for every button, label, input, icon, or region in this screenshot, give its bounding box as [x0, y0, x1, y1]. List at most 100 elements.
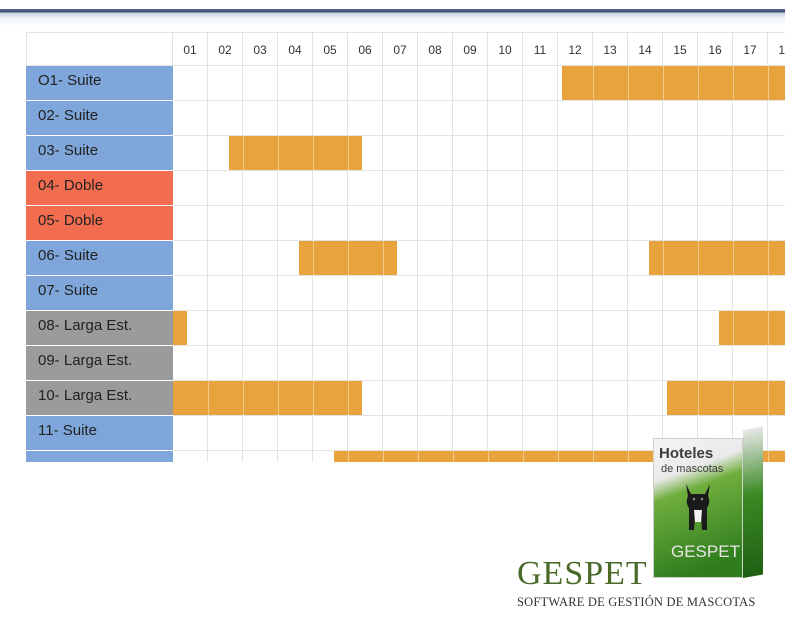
calendar-cell[interactable] [173, 101, 208, 136]
calendar-cell[interactable] [593, 101, 628, 136]
calendar-cell[interactable] [208, 66, 243, 101]
calendar-cell[interactable] [453, 136, 488, 171]
calendar-cell[interactable] [348, 346, 383, 381]
calendar-cell[interactable] [173, 311, 208, 346]
calendar-cell[interactable] [768, 311, 785, 346]
calendar-cell[interactable] [208, 451, 243, 462]
calendar-cell[interactable] [488, 171, 523, 206]
calendar-cell[interactable] [768, 241, 785, 276]
calendar-cell[interactable] [768, 66, 785, 101]
calendar-cell[interactable] [208, 101, 243, 136]
calendar-cell[interactable] [593, 136, 628, 171]
room-label[interactable]: 05- Doble [26, 206, 173, 241]
calendar-cell[interactable] [698, 206, 733, 241]
calendar-cell[interactable] [383, 206, 418, 241]
calendar-cell[interactable] [313, 311, 348, 346]
calendar-cell[interactable] [488, 416, 523, 451]
calendar-cell[interactable] [243, 451, 278, 462]
calendar-cell[interactable] [663, 276, 698, 311]
calendar-cell[interactable] [558, 136, 593, 171]
calendar-cell[interactable] [628, 171, 663, 206]
room-label[interactable]: 07- Suite [26, 276, 173, 311]
calendar-cell[interactable] [383, 136, 418, 171]
calendar-cell[interactable] [173, 451, 208, 462]
room-label[interactable]: 09- Larga Est. [26, 346, 173, 381]
calendar-cell[interactable] [768, 101, 785, 136]
calendar-cell[interactable] [663, 346, 698, 381]
calendar-cell[interactable] [628, 311, 663, 346]
calendar-cell[interactable] [593, 206, 628, 241]
calendar-cell[interactable] [523, 241, 558, 276]
calendar-cell[interactable] [208, 416, 243, 451]
calendar-cell[interactable] [313, 206, 348, 241]
calendar-cell[interactable] [418, 346, 453, 381]
calendar-cell[interactable] [523, 101, 558, 136]
calendar-cell[interactable] [453, 241, 488, 276]
calendar-cell[interactable] [208, 206, 243, 241]
calendar-cell[interactable] [733, 136, 768, 171]
calendar-cell[interactable] [208, 171, 243, 206]
calendar-cell[interactable] [733, 171, 768, 206]
calendar-cell[interactable] [733, 206, 768, 241]
calendar-cell[interactable] [453, 416, 488, 451]
calendar-cell[interactable] [348, 381, 383, 416]
calendar-cell[interactable] [698, 136, 733, 171]
calendar-cell[interactable] [173, 416, 208, 451]
calendar-cell[interactable] [733, 101, 768, 136]
calendar-cell[interactable] [523, 171, 558, 206]
booking-bar[interactable] [649, 241, 785, 275]
calendar-cell[interactable] [523, 136, 558, 171]
calendar-cell[interactable] [313, 171, 348, 206]
calendar-cell[interactable] [488, 136, 523, 171]
calendar-cell[interactable] [628, 276, 663, 311]
calendar-cell[interactable] [418, 311, 453, 346]
calendar-cell[interactable] [348, 66, 383, 101]
calendar-cell[interactable] [453, 206, 488, 241]
calendar-cell[interactable] [523, 416, 558, 451]
calendar-cell[interactable] [488, 66, 523, 101]
calendar-cell[interactable] [453, 381, 488, 416]
calendar-cell[interactable] [383, 66, 418, 101]
calendar-cell[interactable] [663, 171, 698, 206]
calendar-cell[interactable] [488, 241, 523, 276]
calendar-cell[interactable] [383, 381, 418, 416]
calendar-cell[interactable] [768, 346, 785, 381]
calendar-cell[interactable] [768, 171, 785, 206]
calendar-cell[interactable] [488, 101, 523, 136]
room-label[interactable] [26, 451, 173, 462]
calendar-cell[interactable] [593, 241, 628, 276]
calendar-cell[interactable] [558, 416, 593, 451]
calendar-cell[interactable] [418, 66, 453, 101]
calendar-cell[interactable] [418, 206, 453, 241]
calendar-cell[interactable] [278, 171, 313, 206]
calendar-cell[interactable] [663, 311, 698, 346]
calendar-cell[interactable] [348, 276, 383, 311]
calendar-cell[interactable] [558, 171, 593, 206]
calendar-cell[interactable] [628, 136, 663, 171]
calendar-cell[interactable] [628, 381, 663, 416]
calendar-cell[interactable] [733, 276, 768, 311]
calendar-cell[interactable] [418, 136, 453, 171]
calendar-cell[interactable] [348, 101, 383, 136]
calendar-cell[interactable] [768, 206, 785, 241]
room-label[interactable]: O1- Suite [26, 66, 173, 101]
calendar-cell[interactable] [278, 276, 313, 311]
calendar-cell[interactable] [733, 346, 768, 381]
calendar-cell[interactable] [488, 276, 523, 311]
calendar-cell[interactable] [173, 241, 208, 276]
calendar-cell[interactable] [698, 101, 733, 136]
calendar-cell[interactable] [523, 206, 558, 241]
calendar-cell[interactable] [663, 101, 698, 136]
calendar-cell[interactable] [243, 276, 278, 311]
calendar-cell[interactable] [593, 171, 628, 206]
calendar-cell[interactable] [313, 101, 348, 136]
calendar-cell[interactable] [593, 346, 628, 381]
calendar-cell[interactable] [173, 171, 208, 206]
calendar-cell[interactable] [348, 416, 383, 451]
calendar-cell[interactable] [173, 346, 208, 381]
calendar-cell[interactable] [558, 276, 593, 311]
calendar-cell[interactable] [348, 311, 383, 346]
calendar-cell[interactable] [173, 66, 208, 101]
room-label[interactable]: 11- Suite [26, 416, 173, 451]
calendar-cell[interactable] [418, 101, 453, 136]
